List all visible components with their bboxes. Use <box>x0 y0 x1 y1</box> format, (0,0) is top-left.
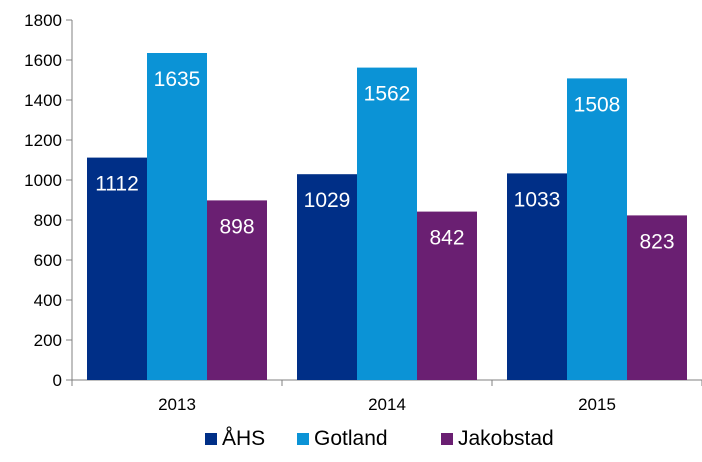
bar <box>567 78 627 381</box>
bar <box>507 173 567 380</box>
legend-swatch <box>441 433 453 445</box>
bar <box>147 53 207 380</box>
y-tick-label: 1400 <box>24 91 62 110</box>
bar <box>87 157 147 380</box>
bar-value-label: 842 <box>429 227 464 250</box>
bar <box>207 200 267 380</box>
y-tick-label: 600 <box>34 251 62 270</box>
bar <box>417 211 477 380</box>
legend: ÅHS Gotland Jakobstad <box>205 427 554 450</box>
bars <box>87 53 687 381</box>
x-tick-label: 2015 <box>578 395 616 414</box>
bar <box>357 67 417 380</box>
bar-value-label: 823 <box>639 230 674 253</box>
y-tick-label: 800 <box>34 211 62 230</box>
legend-swatch <box>297 433 309 445</box>
x-axis: 2013 2014 2015 <box>71 379 702 414</box>
legend-swatch <box>205 433 217 445</box>
data-labels: 1112 1029 1033 1635 1562 1508 898 842 823 <box>95 68 674 253</box>
bar-value-label: 1508 <box>574 93 621 116</box>
y-axis: 0 200 400 600 800 1000 1200 1400 1600 1800 <box>24 11 73 390</box>
bar-value-label: 1033 <box>514 188 561 211</box>
y-tick-label: 1800 <box>24 11 62 30</box>
y-tick-label: 200 <box>34 331 62 350</box>
bar-value-label: 1112 <box>95 173 139 196</box>
x-tick-label: 2013 <box>158 395 196 414</box>
bar-value-label: 1562 <box>364 83 411 106</box>
legend-label: Gotland <box>314 427 388 450</box>
y-tick-label: 0 <box>53 371 62 390</box>
y-tick-label: 400 <box>34 291 62 310</box>
bar-value-label: 1029 <box>304 189 351 212</box>
y-tick-label: 1600 <box>24 51 62 70</box>
y-tick-label: 1200 <box>24 131 62 150</box>
bar-value-label: 1635 <box>154 68 201 91</box>
legend-label: Jakobstad <box>458 427 554 450</box>
x-tick-label: 2014 <box>368 395 406 414</box>
y-tick-label: 1000 <box>24 171 62 190</box>
bar <box>627 215 687 380</box>
bar <box>297 174 357 380</box>
bar-value-label: 898 <box>219 215 254 238</box>
legend-label: ÅHS <box>222 427 265 450</box>
